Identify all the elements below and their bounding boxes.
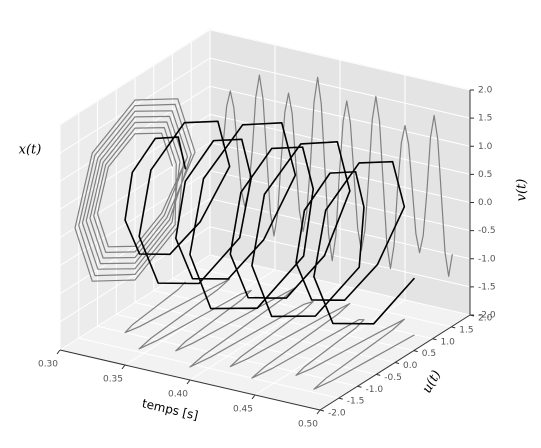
grid-line [59, 29, 211, 126]
grid-line [209, 226, 471, 288]
grid-line [59, 142, 211, 238]
x-tick-label: 0.50 [298, 420, 318, 430]
x-axis-label: temps [s] [141, 396, 200, 422]
grid-line [116, 313, 377, 375]
floor-projection [124, 278, 415, 390]
y-tick-label: 1.0 [441, 337, 456, 347]
trajectory [124, 120, 416, 325]
grid-line [153, 290, 414, 352]
y-axis-label: u(t) [420, 368, 445, 396]
z-tick-label: 2.0 [478, 86, 493, 96]
y-tick-label: 1.5 [459, 325, 473, 335]
annotation: x(t) [19, 143, 42, 158]
x-tick-label: 0.40 [168, 390, 188, 400]
back-projection [222, 74, 453, 277]
x-tick-label: 0.45 [233, 405, 253, 415]
z-tick-label: 0.0 [478, 198, 493, 208]
grid-line [134, 302, 396, 363]
y-tick-label: -0.5 [384, 373, 402, 383]
grid-line [209, 57, 471, 119]
y-tick-label: -1.0 [366, 385, 384, 395]
grid-line [59, 113, 211, 210]
grid-line [78, 337, 339, 399]
x-tick-label: 0.35 [103, 375, 123, 385]
z-tick-label: -1.5 [478, 282, 496, 292]
x-tick [316, 409, 321, 415]
y-tick-label: 0.5 [422, 349, 436, 359]
x-tick [121, 364, 126, 370]
grid-line [209, 254, 471, 316]
z-tick-label: -1.0 [478, 254, 496, 264]
z-tick-label: 1.5 [478, 114, 492, 124]
left-projection [74, 98, 196, 282]
y-tick-label: 2.0 [478, 314, 493, 324]
y-tick-label: -1.5 [347, 397, 365, 407]
x-tick-label: 0.30 [38, 360, 58, 370]
axis-line [59, 349, 321, 411]
grid-line [59, 254, 211, 351]
z-tick-label: 0.5 [478, 170, 492, 180]
axis-line [319, 314, 471, 411]
y-tick-label: 0.0 [403, 361, 418, 371]
z-tick-label: 1.0 [478, 142, 493, 152]
z-tick-label: -2.0 [478, 311, 496, 321]
grid-line [209, 198, 471, 260]
x-tick [186, 379, 191, 385]
x-tick [251, 394, 256, 400]
grid-line [191, 266, 452, 328]
grid-line [97, 325, 358, 387]
z-tick-label: -0.5 [478, 226, 496, 236]
grid-line [172, 278, 433, 340]
grid-line [209, 29, 471, 91]
z-axis-label: v(t) [515, 179, 530, 202]
grid-line [209, 85, 471, 147]
grid-line [209, 170, 471, 232]
y-tick-label: -2.0 [328, 409, 346, 419]
x-tick [56, 349, 61, 355]
